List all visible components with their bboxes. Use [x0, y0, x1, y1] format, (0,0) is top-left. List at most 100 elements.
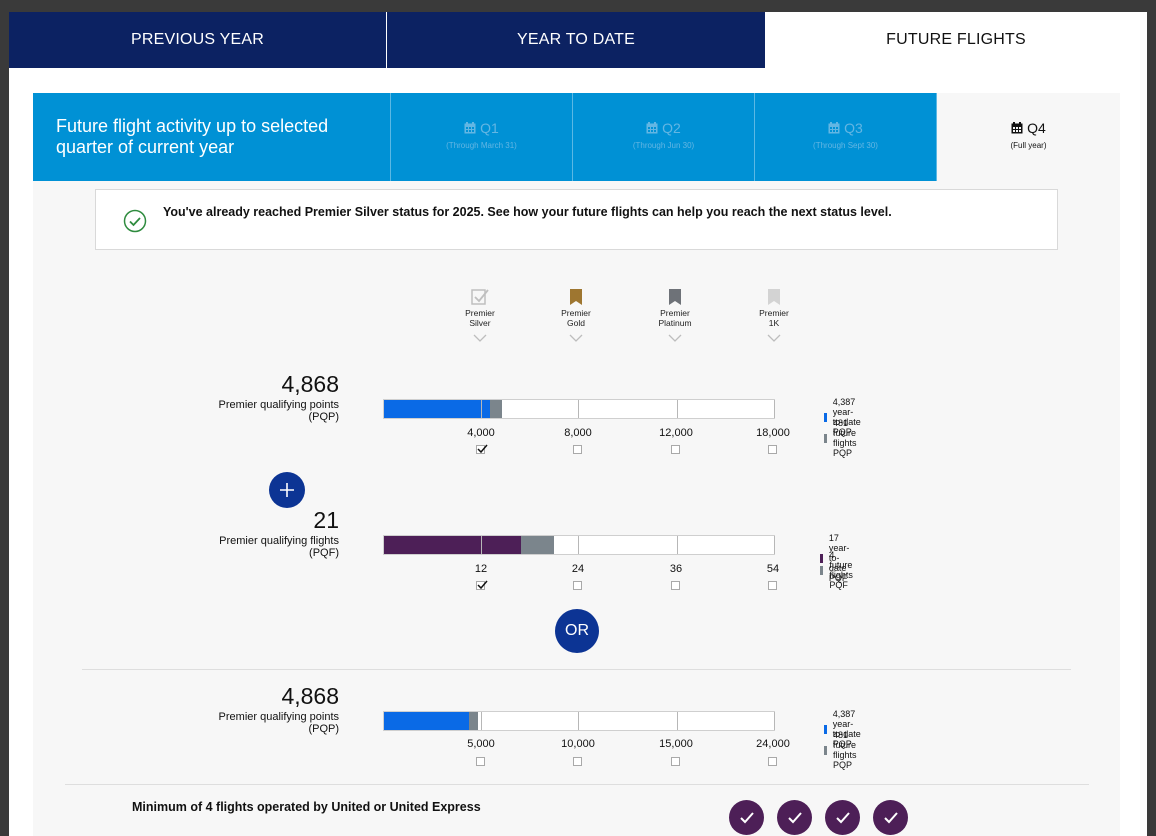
pqp-only-label: Premier qualifying points (PQP): [139, 711, 339, 735]
pqf-threshold-checkbox: [768, 581, 777, 590]
pqp-only-tick-line: [774, 712, 775, 730]
pqf-threshold-checkbox: [476, 580, 488, 590]
flight-complete-icon: [873, 800, 908, 835]
quarter-tab-q1[interactable]: Q1 (Through March 31): [391, 93, 573, 181]
tab-future-flights[interactable]: FUTURE FLIGHTS: [765, 12, 1147, 68]
quarter-label: Q4: [1027, 120, 1046, 136]
level-name: Premier: [561, 308, 591, 318]
pqp-progress-bar: [383, 399, 775, 419]
page-frame: PREVIOUS YEAR YEAR TO DATE FUTURE FLIGHT…: [9, 12, 1147, 836]
pqf-ytd-segment: [384, 536, 522, 554]
view-tabs: PREVIOUS YEAR YEAR TO DATE FUTURE FLIGHT…: [9, 12, 1147, 68]
pqp-only-ytd-segment: [384, 712, 470, 730]
pqp-tick-label: 18,000: [756, 427, 790, 439]
chevron-down-icon[interactable]: [569, 334, 583, 342]
check-icon: [477, 580, 488, 590]
pqf-tick-label: 24: [571, 563, 585, 575]
pqp-only-progress-bar: [383, 711, 775, 731]
quarter-sublabel: (Through Sept 30): [813, 141, 878, 150]
quarter-tab-q4[interactable]: Q4 (Full year): [937, 93, 1120, 181]
level-tier: Platinum: [658, 318, 692, 328]
status-notice-text: You've already reached Premier Silver st…: [163, 205, 892, 219]
level-premier-platinum: Premier Platinum: [645, 288, 705, 342]
chevron-down-icon[interactable]: [473, 334, 487, 342]
legend-text: 4,387 year-to-date PQP: [832, 709, 861, 749]
pqp-only-legend-ytd: 4,387 year-to-date PQP: [824, 709, 862, 749]
level-name: Premier: [660, 308, 690, 318]
plus-icon: [269, 472, 305, 508]
pqp-threshold-checkbox: [476, 444, 488, 454]
quarter-tab-q2[interactable]: Q2 (Through Jun 30): [573, 93, 755, 181]
pqp-value: 4,868: [281, 371, 339, 397]
level-premier-silver: Premier Silver: [450, 288, 510, 342]
chevron-down-icon[interactable]: [668, 334, 682, 342]
flight-complete-icon: [777, 800, 812, 835]
pqf-tick-line: [774, 536, 775, 554]
level-premier-gold: Premier Gold: [546, 288, 606, 342]
calendar-icon: [1011, 122, 1023, 134]
pqf-value: 21: [313, 507, 339, 533]
pqp-only-tick-line: [677, 712, 678, 730]
quarter-label: Q2: [662, 120, 681, 136]
quarter-label: Q3: [844, 120, 863, 136]
pqp-only-threshold-checkbox: [671, 757, 680, 766]
bookmark-icon: [669, 289, 681, 305]
bookmark-icon: [570, 289, 582, 305]
pqp-tick-line: [677, 400, 678, 418]
pqp-tick-line: [774, 400, 775, 418]
pqp-only-tick-label: 24,000: [756, 738, 790, 750]
pqp-tick-line: [481, 400, 482, 418]
legend-text: 17 year-to-date PQF: [828, 533, 850, 583]
pqf-tick-line: [677, 536, 678, 554]
section-divider: [65, 784, 1089, 785]
pqf-label-line1: Premier qualifying flights: [219, 535, 339, 547]
pqf-tick-line: [481, 536, 482, 554]
pqp-legend-ytd: 4,387 year-to-date PQP: [824, 397, 862, 437]
pqf-label: Premier qualifying flights (PQF): [139, 535, 339, 559]
level-tier: Gold: [567, 318, 585, 328]
pqp-threshold-checkbox: [573, 445, 582, 454]
pqp-legend-future: 481 future flights PQP: [824, 418, 863, 458]
pqp-only-threshold-checkbox: [573, 757, 582, 766]
calendar-icon: [646, 122, 658, 134]
pqp-only-threshold-checkbox: [768, 757, 777, 766]
chevron-down-icon[interactable]: [767, 334, 781, 342]
pqp-label-line2: (PQP): [308, 411, 339, 423]
legend-swatch: [824, 412, 827, 422]
quarter-sublabel: (Through Jun 30): [632, 141, 695, 150]
pqf-label-line2: (PQF): [309, 547, 339, 559]
pqp-threshold-checkbox: [768, 445, 777, 454]
level-tier: Silver: [469, 318, 491, 328]
pqp-tick-label: 4,000: [467, 427, 495, 439]
quarter-selector: Future flight activity up to selected qu…: [33, 93, 1120, 181]
pqp-ytd-segment: [384, 400, 491, 418]
level-tier: 1K: [768, 318, 780, 328]
pqf-future-segment: [521, 536, 554, 554]
pqp-only-tick-label: 5,000: [467, 738, 495, 750]
or-badge: OR: [555, 609, 599, 653]
check-flag-icon: [471, 289, 489, 305]
pqp-tick-label: 12,000: [659, 427, 693, 439]
flight-complete-icon: [729, 800, 764, 835]
calendar-icon: [464, 122, 476, 134]
quarter-tab-q3[interactable]: Q3 (Through Sept 30): [755, 93, 937, 181]
check-icon: [477, 444, 488, 454]
future-flights-panel: Future flight activity up to selected qu…: [33, 93, 1120, 836]
pqp-only-tick-line: [481, 712, 482, 730]
pqp-only-future-segment: [469, 712, 479, 730]
pqp-future-segment: [490, 400, 503, 418]
pqp-only-value: 4,868: [281, 683, 339, 709]
check-circle-icon: [123, 209, 147, 233]
quarter-selector-description: Future flight activity up to selected qu…: [33, 93, 391, 181]
legend-swatch: [824, 745, 828, 755]
flight-complete-icon: [825, 800, 860, 835]
tab-year-to-date[interactable]: YEAR TO DATE: [387, 12, 765, 68]
pqp-only-label-line2: (PQP): [308, 723, 339, 735]
level-name: Premier: [465, 308, 495, 318]
bookmark-icon: [768, 289, 780, 305]
legend-text: 4 future flights PQF: [829, 550, 853, 590]
quarter-label: Q1: [480, 120, 499, 136]
pqf-tick-line: [578, 536, 579, 554]
pqp-only-tick-label: 10,000: [561, 738, 595, 750]
tab-previous-year[interactable]: PREVIOUS YEAR: [9, 12, 387, 68]
